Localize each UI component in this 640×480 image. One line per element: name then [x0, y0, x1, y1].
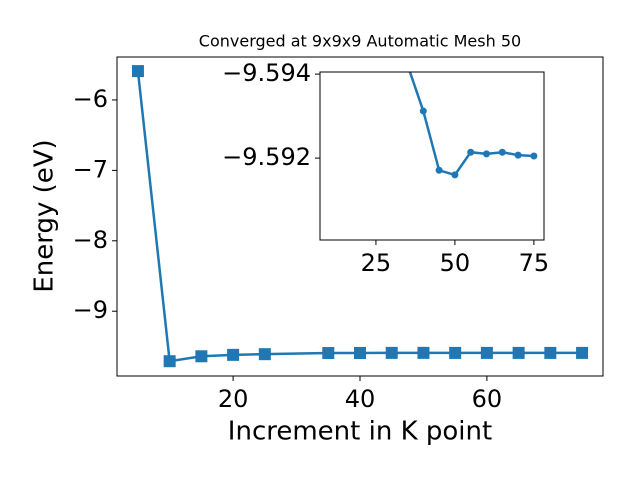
marker — [480, 346, 493, 359]
inset-background — [320, 72, 544, 240]
marker — [467, 148, 475, 156]
marker — [530, 152, 538, 160]
marker — [131, 65, 144, 78]
x-tick-label: 60 — [472, 385, 503, 413]
marker — [227, 348, 240, 361]
marker — [354, 346, 366, 359]
y-tick-label: −6 — [73, 85, 108, 113]
marker — [385, 346, 398, 359]
marker — [449, 346, 462, 359]
marker — [258, 348, 271, 361]
marker — [576, 346, 589, 359]
marker — [498, 148, 506, 156]
marker — [482, 150, 490, 158]
marker — [419, 107, 427, 115]
marker — [514, 151, 522, 159]
y-tick-label: −7 — [73, 155, 108, 183]
marker — [417, 346, 430, 359]
plot-area — [131, 65, 589, 368]
marker — [512, 346, 525, 359]
y-tick-label: −8 — [73, 226, 108, 254]
marker — [163, 355, 176, 368]
x-tick-label: 25 — [361, 249, 392, 277]
axes-frame — [319, 71, 545, 241]
y-tick-label: −9.592 — [222, 143, 311, 171]
marker — [544, 346, 557, 359]
x-tick-label: 20 — [218, 385, 249, 413]
x-axis-label: Increment in K point — [228, 417, 492, 447]
x-tick-label: 75 — [519, 249, 550, 277]
chart-title: Converged at 9x9x9 Automatic Mesh 50 — [199, 32, 521, 51]
marker — [404, 61, 411, 68]
y-tick-label: −9 — [73, 296, 108, 324]
marker — [195, 350, 208, 363]
plot-area — [404, 61, 538, 179]
marker — [322, 347, 335, 360]
marker — [435, 166, 443, 174]
y-axis-label: Energy (eV) — [30, 139, 60, 292]
y-tick-label: −9.594 — [222, 59, 311, 87]
marker — [451, 171, 459, 179]
x-tick-label: 40 — [345, 385, 376, 413]
x-tick-label: 50 — [440, 249, 471, 277]
